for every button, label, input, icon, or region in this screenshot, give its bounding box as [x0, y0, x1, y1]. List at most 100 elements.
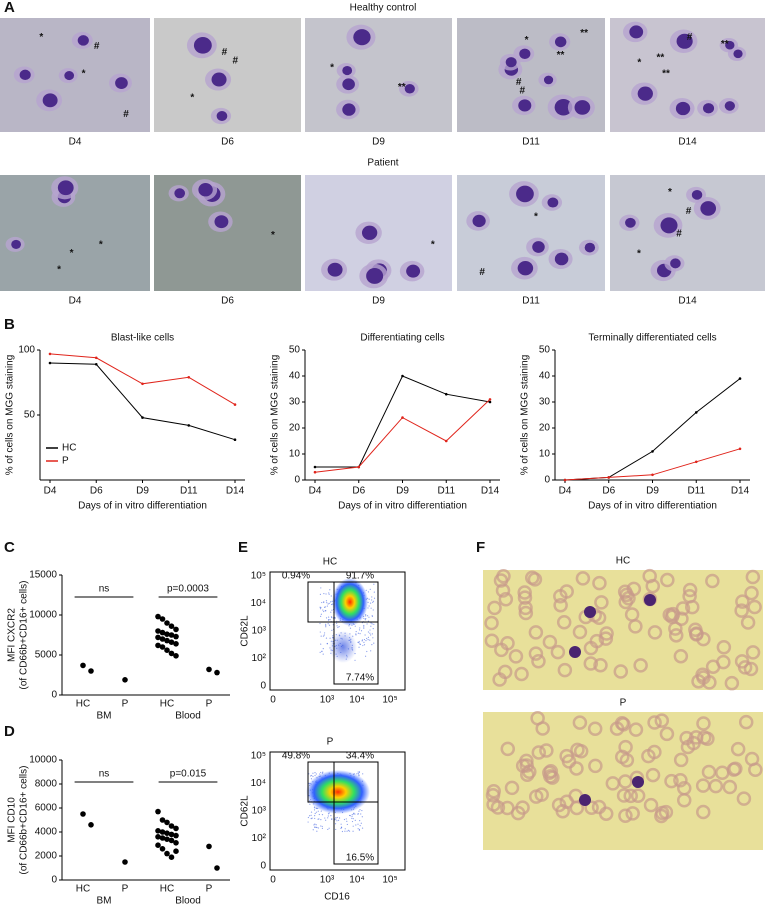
- red-cell: [583, 656, 599, 671]
- event: [312, 829, 314, 831]
- red-cell: [664, 773, 679, 789]
- point: [607, 476, 611, 479]
- event: [335, 828, 337, 831]
- event: [357, 632, 359, 634]
- event: [320, 613, 322, 615]
- event: [359, 633, 361, 635]
- neutrophil: [632, 776, 644, 788]
- event: [373, 642, 375, 644]
- nucleus: [366, 268, 384, 284]
- tick-label: 10³: [320, 875, 335, 886]
- event: [371, 644, 373, 646]
- event: [370, 607, 372, 609]
- dot: [159, 835, 166, 841]
- red-cell: [570, 742, 585, 758]
- comparison-label: ns: [99, 769, 110, 780]
- point: [48, 352, 52, 356]
- axis-label: CD62L: [240, 795, 251, 827]
- red-cell: [664, 609, 680, 625]
- event: [309, 803, 311, 805]
- event: [360, 813, 362, 815]
- group-label: BM: [97, 711, 112, 722]
- point: [444, 392, 448, 396]
- event: [371, 615, 373, 617]
- event: [314, 814, 316, 817]
- red-cell: [557, 662, 573, 678]
- cell-marker: **: [662, 69, 670, 80]
- event: [352, 825, 354, 827]
- dot: [173, 626, 179, 633]
- point: [233, 403, 237, 406]
- red-cell: [520, 767, 535, 783]
- point: [187, 424, 191, 427]
- panel-label: D: [4, 723, 15, 740]
- point: [563, 478, 567, 482]
- event: [359, 825, 361, 827]
- series-line: [49, 362, 236, 441]
- gate: [333, 621, 379, 685]
- point: [401, 374, 404, 378]
- event: [367, 639, 369, 641]
- event: [340, 826, 343, 828]
- x-tick-label: D11: [180, 486, 198, 497]
- dot: [214, 865, 220, 871]
- cell-marker: *: [534, 212, 538, 223]
- cell-marker: #: [516, 77, 522, 88]
- event: [366, 623, 368, 625]
- event: [363, 627, 365, 629]
- event: [358, 641, 360, 644]
- panel-label: B: [4, 316, 15, 333]
- event: [359, 809, 361, 811]
- y-tick-label: 4000: [35, 827, 58, 838]
- x-tick-label: D14: [481, 486, 500, 497]
- red-cell: [605, 776, 621, 791]
- event: [321, 827, 324, 829]
- gate-percent: 34.4%: [346, 751, 374, 762]
- axis-label: CD16: [324, 892, 350, 903]
- point: [651, 450, 654, 453]
- x-axis-label: Days of in vitro differentiation: [78, 501, 207, 512]
- event: [325, 600, 328, 602]
- event: [320, 607, 322, 609]
- event: [358, 771, 361, 773]
- point: [94, 363, 98, 366]
- red-cell: [735, 594, 750, 609]
- tick-label: 10⁴: [349, 695, 364, 706]
- red-cell: [726, 762, 742, 777]
- red-cell: [641, 748, 656, 764]
- event: [321, 601, 323, 604]
- nucleus: [543, 75, 554, 85]
- y-axis-label: % of cells on MGG staining: [5, 355, 16, 476]
- dot: [88, 822, 94, 828]
- cell-marker: **: [557, 50, 565, 61]
- cell-marker: *: [668, 187, 672, 198]
- tick-label: 0: [270, 875, 276, 886]
- cell-marker: *: [39, 32, 43, 43]
- nucleus: [691, 189, 703, 200]
- x-tick-label: D6: [352, 486, 365, 497]
- y-tick-label: 30: [539, 397, 551, 408]
- nucleus: [703, 103, 715, 114]
- legend-label: P: [62, 456, 69, 467]
- event: [314, 772, 316, 774]
- nucleus: [516, 185, 534, 203]
- nucleus: [198, 182, 213, 197]
- red-cell: [744, 751, 760, 767]
- event: [348, 830, 351, 832]
- event: [359, 627, 361, 629]
- dot: [206, 843, 212, 850]
- nucleus: [554, 252, 569, 266]
- event: [330, 611, 332, 613]
- tick-label: 10²: [252, 833, 267, 844]
- event: [328, 592, 330, 594]
- tick-label: 10²: [252, 653, 267, 664]
- cell-marker: *: [431, 239, 435, 250]
- y-tick-label: 10: [289, 449, 301, 460]
- event: [363, 617, 365, 620]
- point: [94, 356, 98, 360]
- event: [320, 587, 322, 589]
- category-label: HC: [76, 884, 90, 895]
- event: [357, 771, 359, 773]
- cell-marker: *: [637, 58, 641, 69]
- event: [327, 603, 329, 605]
